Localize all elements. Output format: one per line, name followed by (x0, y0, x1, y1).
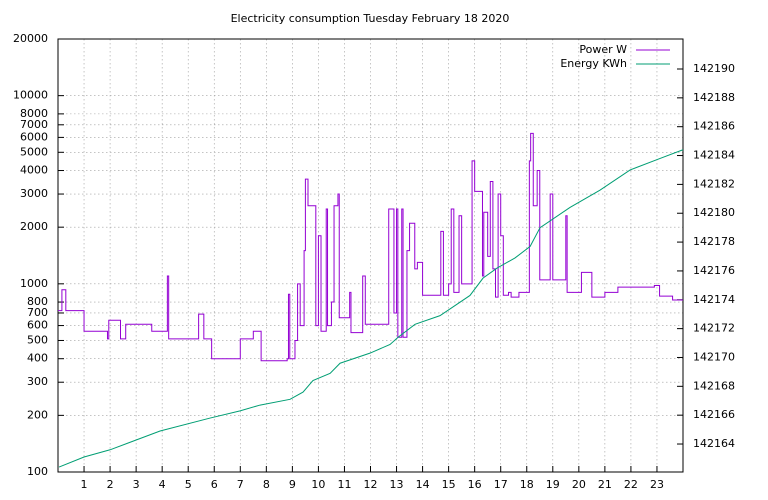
y-tick-label: 6000 (20, 130, 48, 143)
x-tick-label: 1 (81, 478, 88, 491)
y2-tick-label: 142172 (693, 322, 735, 335)
y-tick-label: 4000 (20, 164, 48, 177)
x-tick-label: 12 (364, 478, 378, 491)
x-tick-label: 19 (546, 478, 560, 491)
x-tick-label: 17 (494, 478, 508, 491)
y-tick-label: 1000 (20, 277, 48, 290)
y-tick-label: 100 (27, 465, 48, 478)
y2-tick-label: 142190 (693, 62, 735, 75)
chart-title: Electricity consumption Tuesday February… (231, 12, 510, 25)
x-tick-label: 13 (390, 478, 404, 491)
y2-tick-label: 142170 (693, 350, 735, 363)
x-tick-label: 8 (263, 478, 270, 491)
x-tick-label: 22 (624, 478, 638, 491)
y-tick-label: 20000 (13, 32, 48, 45)
y2-tick-label: 142176 (693, 264, 735, 277)
y-tick-label: 3000 (20, 187, 48, 200)
y-tick-label: 10000 (13, 89, 48, 102)
series-line (58, 132, 683, 362)
x-tick-label: 10 (311, 478, 325, 491)
y2-tick-label: 142166 (693, 408, 735, 421)
y-tick-label: 800 (27, 295, 48, 308)
x-tick-label: 7 (237, 478, 244, 491)
y2-tick-label: 142178 (693, 235, 735, 248)
x-tick-label: 3 (133, 478, 140, 491)
y2-tick-label: 142180 (693, 206, 735, 219)
x-tick-label: 5 (185, 478, 192, 491)
x-tick-label: 4 (159, 478, 166, 491)
legend-label: Power W (579, 43, 627, 56)
y-tick-label: 8000 (20, 107, 48, 120)
x-tick-label: 20 (572, 478, 586, 491)
y2-tick-label: 142186 (693, 120, 735, 133)
x-tick-label: 16 (468, 478, 482, 491)
y2-tick-label: 142164 (693, 437, 735, 450)
y-tick-label: 300 (27, 375, 48, 388)
y-tick-label: 5000 (20, 145, 48, 158)
y2-tick-label: 142184 (693, 149, 735, 162)
y-tick-label: 400 (27, 352, 48, 365)
y2-tick-label: 142182 (693, 177, 735, 190)
y2-tick-label: 142174 (693, 293, 735, 306)
x-tick-label: 14 (416, 478, 430, 491)
x-tick-label: 6 (211, 478, 218, 491)
y-tick-label: 2000 (20, 220, 48, 233)
x-tick-label: 9 (289, 478, 296, 491)
series-line (58, 149, 684, 468)
x-tick-label: 21 (598, 478, 612, 491)
x-tick-label: 11 (337, 478, 351, 491)
x-tick-label: 23 (650, 478, 664, 491)
legend-label: Energy KWh (560, 57, 627, 70)
y-tick-label: 7000 (20, 118, 48, 131)
y-tick-label: 500 (27, 333, 48, 346)
y2-tick-label: 142188 (693, 91, 735, 104)
y-tick-label: 700 (27, 306, 48, 319)
y-tick-label: 600 (27, 319, 48, 332)
y2-tick-label: 142168 (693, 379, 735, 392)
x-tick-label: 15 (442, 478, 456, 491)
plot-frame (57, 38, 684, 473)
x-tick-label: 18 (520, 478, 534, 491)
x-tick-label: 2 (107, 478, 114, 491)
y-tick-label: 200 (27, 408, 48, 421)
